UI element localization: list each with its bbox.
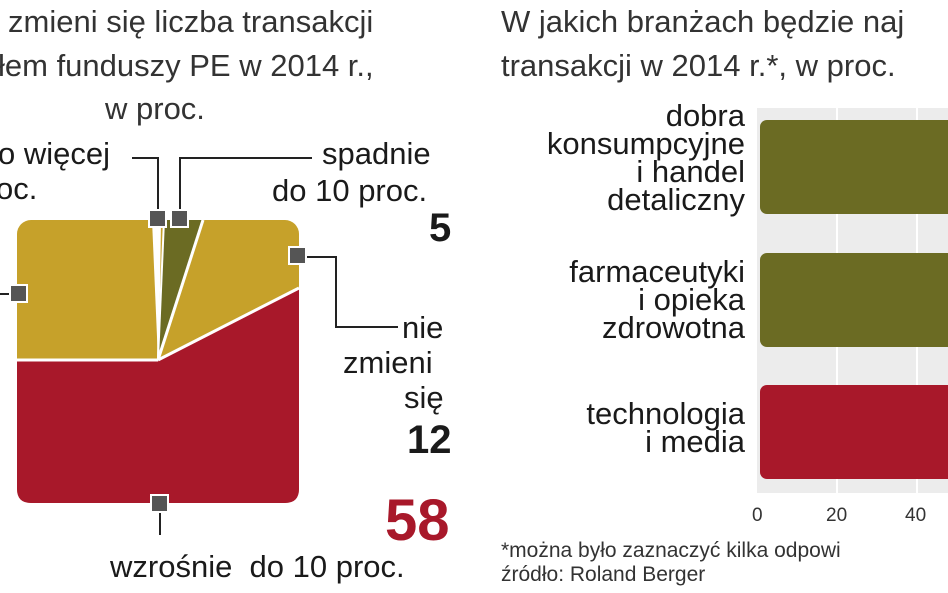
right-title-line-2: transakcji w 2014 r.*, w proc. [501, 48, 896, 83]
value-wzrosnie: 58 [385, 488, 450, 553]
cat-farmaceutyki: farmaceutyki i opieka zdrowotna [569, 254, 745, 345]
tick-20: 20 [826, 505, 848, 526]
label-nie-zmieni-2: zmieni [343, 345, 433, 380]
leader-nie-zmieni [299, 256, 398, 328]
cat-technologia: technologia i media [586, 396, 745, 459]
pie-separator-5 [156, 219, 205, 361]
marker-wzrosnie [150, 494, 169, 513]
cat-dobra-line-2: konsumpcyjne [546, 126, 745, 161]
left-title-line-1: zmieni się liczba transakcji [8, 4, 374, 39]
right-title-line-1: W jakich branżach będzie naj [501, 4, 905, 39]
cat-farm-line-1: farmaceutyki [569, 254, 745, 289]
bar-dobra-konsumpcyjne [760, 120, 948, 214]
label-spadnie-2: do 10 proc. [272, 173, 428, 208]
left-title-line-2: łem funduszy PE w 2014 r., [0, 48, 374, 83]
bar-chart [757, 108, 948, 493]
pie-slice-wzrosnie [17, 288, 299, 503]
label-wiecej-2: oc. [0, 171, 38, 206]
source: źródło: Roland Berger [501, 563, 706, 586]
cat-dobra-line-1: dobra [665, 98, 745, 133]
leader-wiecej [132, 157, 159, 212]
bar-technologia [760, 385, 948, 479]
value-spadnie: 5 [429, 206, 452, 250]
label-spadnie-1: spadnie [322, 136, 431, 171]
left-title-line-3: w proc. [105, 91, 205, 126]
pie-markers [9, 209, 307, 513]
pie-separator-2 [157, 286, 300, 362]
cat-tech-line-1: technologia [586, 396, 745, 431]
marker-nie-zmieni [288, 246, 307, 265]
marker-wiecej [148, 209, 167, 228]
cat-farm-line-2: i opieka [638, 282, 745, 317]
pie-chart [17, 219, 300, 503]
tick-40: 40 [905, 505, 927, 526]
bar-farmaceutyki [760, 253, 948, 347]
cat-dobra-line-3: i handel [636, 154, 745, 189]
pie-separator-4 [157, 219, 165, 361]
cat-farm-line-3: zdrowotna [601, 310, 745, 345]
label-wiecej-1: o więcej [0, 136, 110, 171]
cat-dobra: dobra konsumpcyjne i handel detaliczny [546, 98, 745, 217]
marker-spadnie [170, 209, 189, 228]
marker-left [9, 284, 28, 303]
label-nie-zmieni-1: nie [402, 310, 444, 345]
cat-dobra-line-4: detaliczny [607, 182, 745, 217]
tick-0: 0 [752, 505, 763, 526]
label-wzrosnie: wzrośnie do 10 proc. [110, 549, 405, 584]
label-nie-zmieni-3: się [404, 380, 444, 415]
footnote: *można było zaznaczyć kilka odpowi [501, 539, 841, 562]
cat-tech-line-2: i media [645, 424, 745, 459]
value-nie-zmieni: 12 [407, 418, 452, 462]
leader-spadnie [179, 157, 312, 212]
